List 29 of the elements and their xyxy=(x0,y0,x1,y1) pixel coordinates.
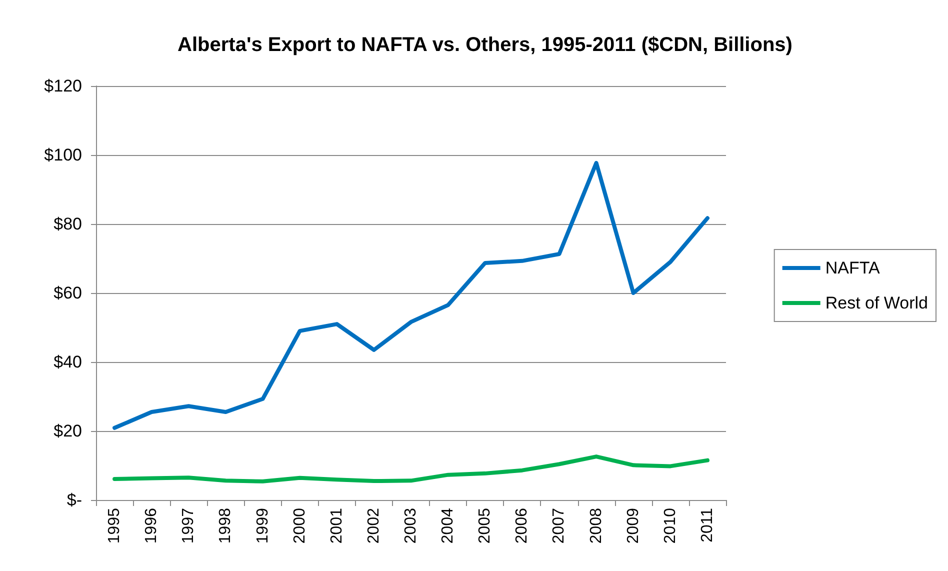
x-tick-label: 2004 xyxy=(440,508,457,544)
x-tick-label: 2003 xyxy=(402,508,420,544)
x-tick-label: 2011 xyxy=(698,508,716,542)
x-tick-label: 1997 xyxy=(180,508,198,544)
line-series xyxy=(112,160,710,430)
x-tick-label: 1996 xyxy=(143,508,160,544)
y-tick-label: $20 xyxy=(54,422,82,440)
y-tick-label: $60 xyxy=(54,284,82,302)
x-tick-label: 1995 xyxy=(106,508,124,544)
y-tick-label: $80 xyxy=(54,214,82,234)
y-tick-label: $- xyxy=(66,490,82,510)
x-tick-label: 2005 xyxy=(476,508,494,544)
x-tick-label: 1999 xyxy=(254,508,272,544)
legend-label: NAFTA xyxy=(825,258,880,278)
x-tick-label: 2010 xyxy=(662,508,679,544)
legend-label: Rest of World xyxy=(825,294,928,312)
x-tick-label: 2008 xyxy=(588,508,605,544)
y-tick-label: $120 xyxy=(44,76,82,96)
x-tick-label: 1998 xyxy=(217,508,234,544)
x-tick-label: 2006 xyxy=(514,508,531,544)
chart-title: Alberta's Export to NAFTA vs. Others, 1995-2011 ($CDN, Billions) xyxy=(178,34,792,56)
x-tick-label: 2001 xyxy=(328,508,346,544)
x-tick-label: 2002 xyxy=(365,508,382,544)
y-tick-label: $100 xyxy=(44,146,82,164)
x-tick-label: 2007 xyxy=(550,508,568,544)
x-tick-label: 2000 xyxy=(291,508,308,544)
line-series xyxy=(112,454,710,484)
x-tick-label: 2009 xyxy=(624,508,642,544)
y-tick-label: $40 xyxy=(54,352,82,372)
